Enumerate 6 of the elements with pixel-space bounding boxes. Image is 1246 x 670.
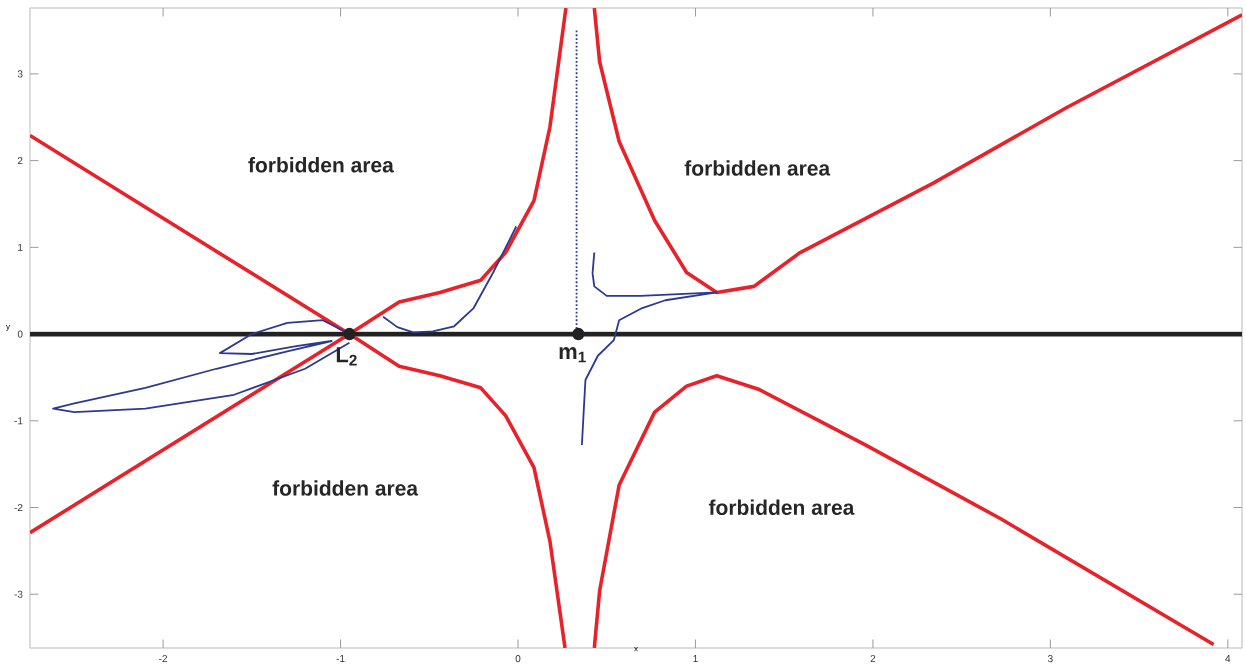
annotation: forbidden area [708, 499, 855, 515]
annotation: forbidden area [684, 160, 831, 176]
annotation: forbidden area [272, 480, 419, 496]
series-label: L$_{2}$ [336, 347, 357, 366]
annotation: forbidden area [248, 157, 394, 173]
series-label: m$_{1}$ [559, 347, 586, 363]
